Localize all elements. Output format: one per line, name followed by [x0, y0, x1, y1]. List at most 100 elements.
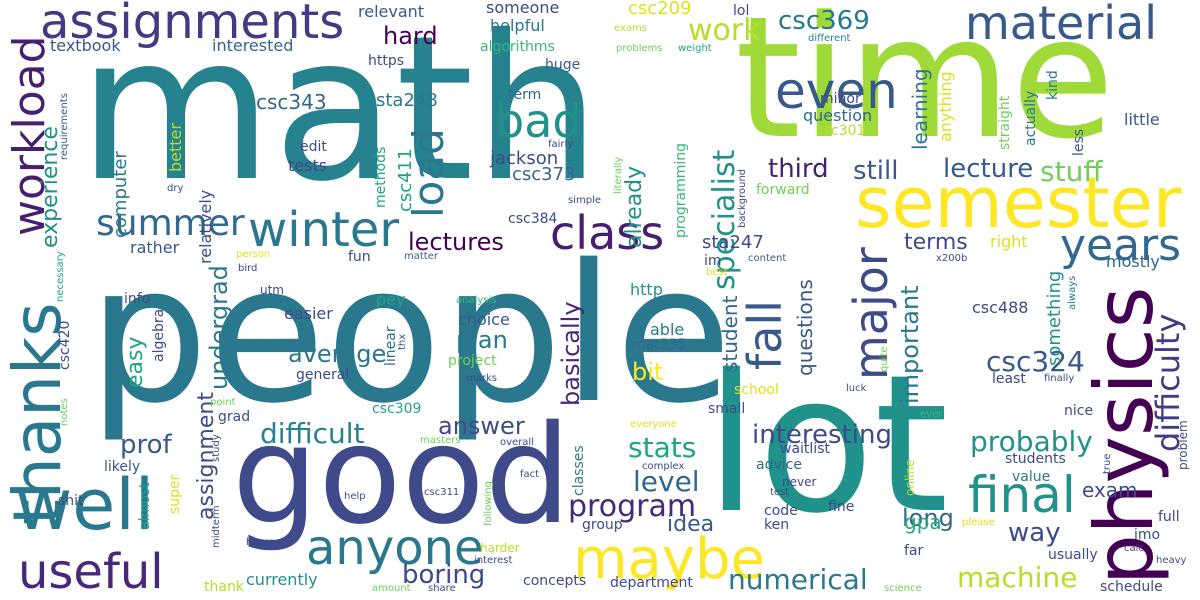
word: bit: [632, 358, 664, 386]
word: csc488: [972, 298, 1029, 317]
word: machine: [957, 561, 1078, 594]
word: terms: [904, 230, 968, 255]
word: right: [990, 232, 1028, 251]
word: lecture: [943, 154, 1034, 184]
word: quite: [879, 346, 890, 372]
word: methods: [373, 146, 389, 208]
word: csc301: [816, 123, 866, 139]
word: far: [904, 543, 924, 559]
word: following: [483, 481, 494, 526]
word: choice: [458, 310, 510, 329]
word: true: [1102, 453, 1113, 474]
word: grad: [218, 409, 251, 425]
word: term: [508, 87, 542, 103]
word: marks: [466, 373, 497, 384]
word: someone: [486, 0, 560, 17]
word: advice: [756, 457, 802, 473]
word: probably: [970, 425, 1093, 458]
word: semester: [855, 162, 1182, 244]
word: edit: [300, 139, 327, 155]
word: csc309: [372, 401, 422, 417]
word: hours: [246, 537, 275, 548]
word: years: [1060, 220, 1182, 271]
word: csc209: [628, 0, 692, 19]
word: school: [734, 382, 779, 398]
word: thx: [397, 333, 408, 350]
word: ken: [764, 517, 790, 533]
word: fairly: [548, 139, 574, 150]
word: complex: [642, 461, 685, 472]
word: matter: [404, 251, 438, 262]
word: simple: [568, 195, 602, 206]
word: winter: [248, 202, 400, 258]
word: calc: [1124, 543, 1144, 554]
word: online: [903, 459, 917, 496]
word: https: [368, 53, 405, 69]
word: numerical: [728, 563, 868, 596]
word: anything: [936, 71, 955, 142]
word: work: [688, 13, 761, 48]
word: class: [550, 206, 665, 260]
word: please: [962, 517, 995, 528]
word: question: [803, 106, 873, 125]
word: full: [1158, 509, 1180, 525]
word: assignments: [40, 0, 345, 50]
word: analysis: [456, 295, 497, 306]
word: weight: [678, 43, 712, 54]
word: fact: [520, 469, 540, 480]
word: everyone: [630, 419, 677, 430]
word: sta248: [376, 90, 438, 111]
word: problems: [616, 43, 663, 54]
word: fun: [348, 249, 371, 265]
word: easy: [123, 336, 148, 389]
word: stuff: [1040, 155, 1103, 188]
word: luck: [846, 383, 867, 394]
word: usually: [1048, 547, 1098, 563]
word: help: [344, 491, 366, 502]
word: sta247: [702, 232, 764, 253]
word: amount: [372, 583, 411, 594]
word: prof: [120, 430, 172, 460]
word: tests: [288, 156, 328, 175]
word: huge: [545, 57, 581, 73]
word: way: [1008, 518, 1061, 548]
word: shit: [58, 493, 84, 509]
word: long: [902, 504, 954, 532]
word: plan: [456, 326, 508, 354]
word: currently: [246, 570, 318, 589]
word: lectures: [408, 228, 504, 256]
word: least: [992, 371, 1026, 387]
word: less: [1071, 128, 1087, 156]
word: finally: [1044, 373, 1075, 384]
word: small: [708, 401, 746, 417]
word: third: [768, 154, 829, 184]
word: final: [968, 466, 1076, 524]
word: heavy: [1156, 555, 1187, 566]
word: lol: [733, 3, 750, 19]
word: background: [737, 168, 748, 228]
word: forward: [756, 182, 810, 198]
word: summer: [96, 203, 245, 244]
word: general: [296, 367, 350, 383]
word: fall: [738, 300, 792, 370]
word: nice: [1064, 403, 1094, 419]
word: algorithms: [480, 39, 555, 55]
word: average: [288, 340, 387, 368]
word: problem: [1176, 420, 1190, 470]
word: science: [884, 583, 922, 594]
word: kind: [1045, 70, 1061, 100]
word: share: [428, 583, 456, 594]
word: important: [896, 285, 924, 404]
word: point: [210, 397, 236, 408]
word: csc373: [512, 164, 576, 185]
word: time: [735, 0, 1115, 176]
word: bad: [495, 94, 582, 148]
word: http: [630, 280, 663, 299]
word: literally: [613, 156, 624, 194]
word: relatively: [196, 189, 215, 264]
word: anyone: [306, 520, 484, 576]
word: gpa: [904, 510, 942, 534]
word: straight: [997, 95, 1013, 150]
word: always: [1067, 275, 1078, 310]
